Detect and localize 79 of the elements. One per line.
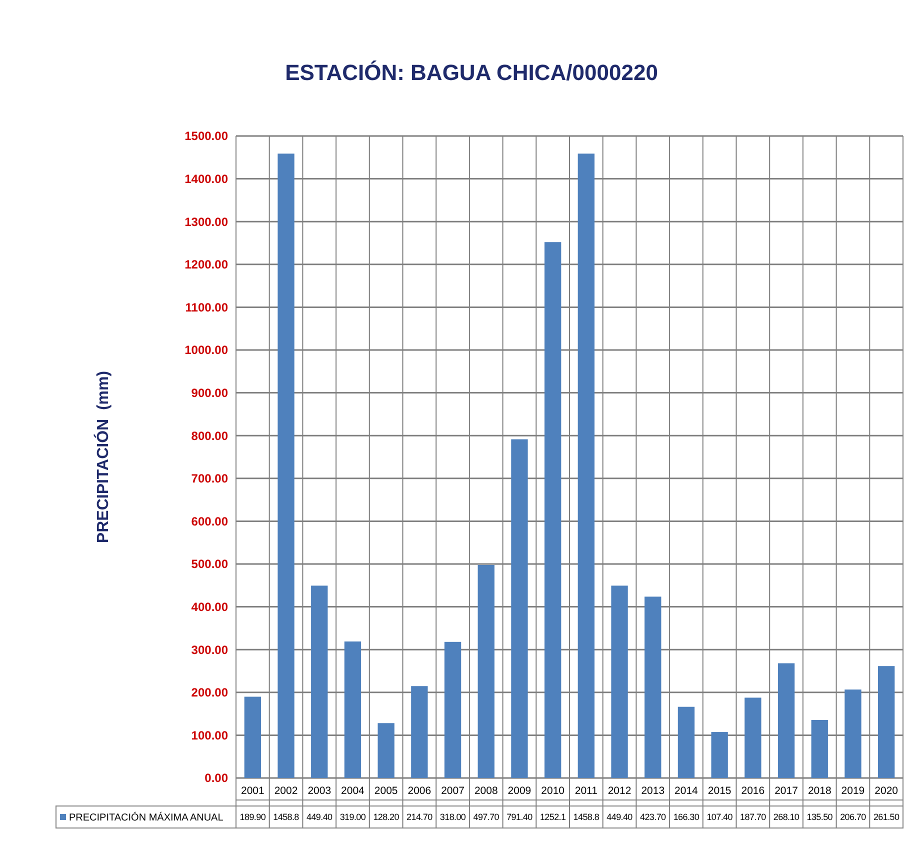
data-label: 107.40	[706, 812, 733, 822]
x-tick-label: 2014	[674, 785, 698, 797]
y-tick-label: 800.00	[191, 428, 228, 443]
y-axis-title: PRECIPITACIÓN (mm)	[93, 370, 112, 544]
y-tick-label: 1500.00	[184, 129, 228, 144]
y-tick-label: 1400.00	[184, 172, 228, 186]
data-label: 318.00	[440, 812, 466, 822]
data-label: 1458.8	[273, 812, 300, 822]
bar	[644, 596, 662, 778]
x-tick-label: 2005	[374, 785, 398, 797]
y-tick-label: 0.00	[204, 771, 228, 786]
bar	[378, 723, 394, 778]
x-tick-label: 2002	[274, 785, 298, 797]
data-label: 166.30	[673, 812, 700, 822]
x-tick-label: 2020	[874, 785, 898, 797]
x-tick-label: 2012	[608, 785, 632, 797]
data-label: 128.20	[373, 812, 400, 822]
y-tick-label: 900.00	[191, 386, 228, 400]
bar	[611, 586, 628, 778]
bar	[278, 154, 294, 778]
bar	[678, 706, 695, 778]
y-tick-label: 400.00	[191, 600, 228, 614]
bar	[411, 686, 428, 778]
data-label: 423.70	[640, 812, 666, 822]
y-tick-label: 300.00	[191, 642, 228, 657]
data-label: 449.40	[606, 812, 633, 822]
bar	[511, 439, 528, 778]
x-tick-label: 2010	[541, 785, 565, 797]
bar	[878, 666, 895, 778]
y-tick-label: 1000.00	[184, 343, 228, 358]
bar	[578, 154, 595, 778]
legend-label: PRECIPITACIÓN MÁXIMA ANUAL	[69, 812, 224, 824]
bar	[311, 586, 328, 778]
x-tick-label: 2016	[741, 785, 765, 797]
y-tick-label: 200.00	[191, 686, 228, 700]
bar	[444, 642, 462, 778]
bar	[478, 564, 494, 778]
y-tick-label: 1100.00	[185, 300, 228, 314]
x-tick-label: 2007	[441, 785, 465, 797]
data-label: 319.00	[340, 812, 366, 822]
bar	[778, 663, 795, 778]
data-label: 135.50	[806, 812, 833, 822]
y-tick-label: 100.00	[191, 728, 228, 742]
bar	[244, 696, 262, 778]
bar	[344, 641, 362, 778]
x-tick-label: 2017	[774, 785, 798, 797]
x-tick-label: 2018	[808, 785, 832, 797]
x-tick-label: 2001	[240, 785, 265, 797]
chart-title: ESTACIÓN: BAGUA CHICA/0000220	[285, 60, 658, 85]
data-label: 497.70	[473, 812, 500, 822]
data-label: 189.90	[240, 812, 266, 822]
x-tick-label: 2009	[508, 785, 532, 797]
data-label: 268.10	[773, 812, 800, 822]
bar	[844, 690, 862, 778]
data-label: 206.70	[840, 812, 866, 822]
x-tick-label: 2019	[841, 785, 865, 797]
bar	[811, 720, 828, 778]
x-tick-label: 2011	[574, 785, 598, 797]
y-tick-label: 700.00	[191, 472, 228, 486]
bar	[711, 732, 728, 778]
x-tick-label: 2015	[708, 785, 732, 797]
x-tick-label: 2008	[474, 785, 498, 797]
x-tick-label: 2003	[308, 785, 332, 797]
y-tick-label: 500.00	[191, 557, 228, 572]
data-label: 1252.1	[540, 812, 566, 822]
data-label: 214.70	[406, 812, 433, 822]
data-label: 261.50	[873, 812, 900, 822]
y-tick-label: 1200.00	[184, 258, 228, 272]
x-tick-label: 2006	[408, 785, 432, 797]
x-tick-label: 2004	[341, 785, 365, 797]
y-tick-label: 1300.00	[184, 214, 228, 229]
y-tick-label: 600.00	[191, 514, 228, 528]
bar	[544, 242, 562, 778]
data-label: 449.40	[306, 812, 333, 822]
bar	[744, 698, 762, 778]
x-tick-label: 2013	[641, 785, 665, 797]
data-label: 791.40	[506, 812, 533, 822]
data-label: 1458.8	[573, 812, 600, 822]
data-label: 187.70	[740, 812, 766, 822]
